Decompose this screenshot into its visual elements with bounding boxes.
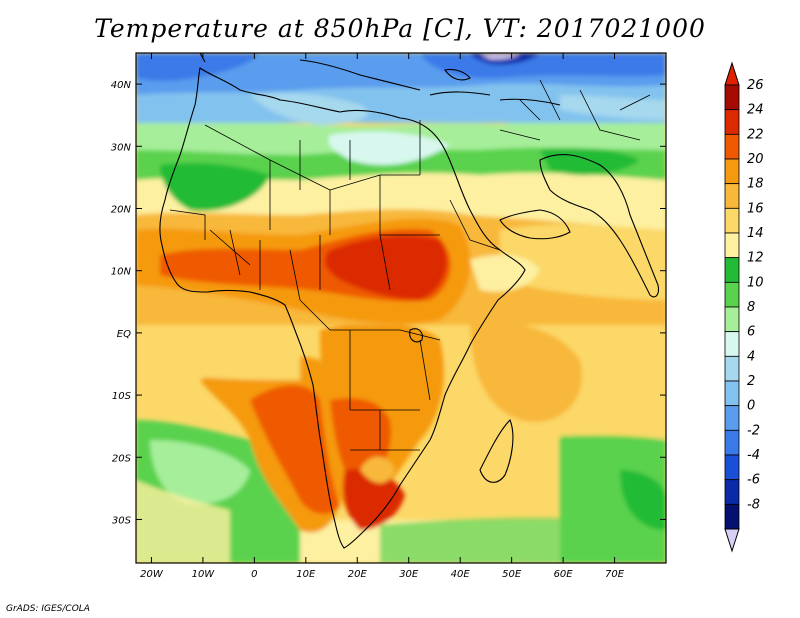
colorbar-label: 8 — [747, 300, 755, 315]
colorbar-swatch — [724, 331, 740, 357]
x-tick-label: 60E — [554, 569, 574, 580]
colorbar-label: 24 — [747, 103, 764, 118]
colorbar-label: 16 — [747, 201, 764, 216]
colorbar-swatch — [724, 281, 740, 308]
y-tick-label: 30N — [111, 142, 132, 153]
colorbar-swatch — [724, 133, 740, 160]
colorbar-label: 4 — [747, 349, 755, 364]
colorbar-swatch — [724, 380, 740, 407]
colorbar-swatch — [724, 355, 740, 382]
country-borders — [169, 79, 651, 451]
y-tick-label: 20N — [111, 204, 132, 215]
x-tick-label: 30E — [399, 569, 419, 580]
colorbar-label: 26 — [747, 78, 764, 93]
colorbar-top-arrow — [724, 61, 740, 86]
x-tick-label: 20E — [348, 569, 368, 580]
colorbar-label: -6 — [747, 473, 760, 488]
colorbar-label: 2 — [747, 374, 755, 389]
map-title: Temperature at 850hPa [C], VT: 201702100… — [94, 14, 706, 43]
colorbar-label: 20 — [747, 152, 764, 167]
x-tick-label: 40E — [451, 569, 471, 580]
colorbar-label: -4 — [747, 448, 760, 463]
colorbar-swatch — [724, 306, 740, 333]
y-tick-label: 30S — [112, 515, 132, 526]
colorbar-swatch — [724, 109, 740, 135]
colorbar-swatch — [724, 207, 740, 234]
y-tick-label: EQ — [117, 329, 131, 340]
colorbar-swatch — [724, 257, 740, 283]
colorbar-swatch — [724, 158, 740, 185]
x-tick-label: 70E — [605, 569, 625, 580]
latitude-axis: 40N 30N 20N 10N EQ 10S 20S 30S — [111, 80, 666, 526]
x-tick-label: 0 — [251, 569, 257, 580]
colorbar-label: 12 — [747, 251, 764, 266]
colorbar-swatch — [724, 84, 740, 111]
colorbar-label: 6 — [747, 325, 755, 340]
colorbar-label: -2 — [747, 423, 760, 438]
x-tick-label: 10E — [296, 569, 316, 580]
colorbar-label: 18 — [747, 177, 764, 192]
x-tick-label: 20W — [140, 569, 164, 580]
colorbar-swatch — [724, 454, 740, 481]
y-tick-label: 10N — [111, 267, 132, 278]
colorbar-swatch — [724, 429, 740, 456]
colorbar-label: 14 — [747, 226, 764, 241]
colorbar-label: 22 — [747, 127, 764, 142]
grads-credit: GrADS: IGES/COLA — [6, 604, 90, 614]
y-tick-label: 40N — [111, 80, 132, 91]
colorbar-label: 10 — [747, 275, 764, 290]
colorbar-swatch — [724, 503, 740, 530]
colorbar-swatch — [724, 232, 740, 259]
longitude-axis: 20W 10W 0 10E 20E 30E 40E 50E 60E 70E — [140, 53, 625, 580]
y-tick-label: 10S — [112, 391, 132, 402]
colorbar-swatch — [724, 183, 740, 209]
map-frame — [135, 52, 667, 564]
colorbar-swatch — [724, 479, 740, 505]
colorbar-swatch — [724, 405, 740, 431]
x-tick-label: 10W — [192, 569, 216, 580]
y-tick-label: 20S — [112, 453, 132, 464]
colorbar-bottom-arrow — [724, 528, 740, 553]
x-tick-label: 50E — [502, 569, 522, 580]
colorbar-label: 0 — [747, 399, 755, 414]
colorbar-label: -8 — [747, 497, 760, 512]
temperature-field — [136, 53, 666, 563]
